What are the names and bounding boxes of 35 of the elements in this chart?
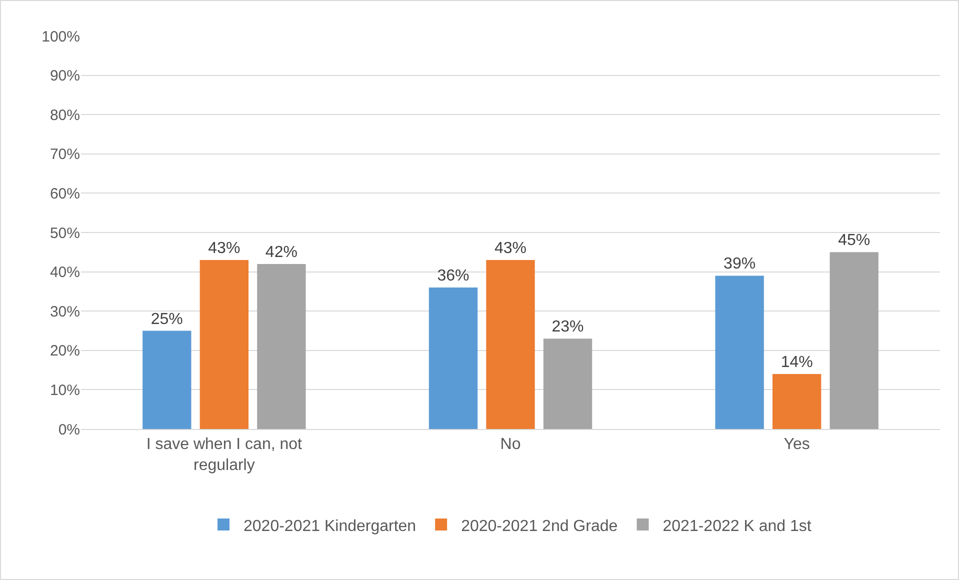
data-label: 43% — [494, 240, 527, 258]
data-label: 36% — [437, 268, 470, 285]
y-tick-label: 10% — [50, 382, 80, 399]
y-tick-label: 20% — [50, 342, 80, 360]
bar — [772, 374, 822, 429]
y-tick-label: 70% — [50, 146, 80, 164]
data-label: 42% — [265, 244, 298, 261]
x-tick-label: I save when I can, not regularly — [146, 436, 303, 474]
y-tick-label: 80% — [50, 106, 80, 124]
data-label: 45% — [838, 232, 870, 250]
legend-label: 2021-2022 K and 1st — [662, 518, 812, 535]
y-tick-label: 60% — [50, 185, 80, 202]
legend-label: 2020-2021 2nd Grade — [461, 518, 618, 535]
bar — [715, 276, 764, 429]
y-tick-label: 90% — [50, 68, 80, 85]
bar — [428, 288, 478, 429]
legend-label: 2020-2021 Kindergarten — [244, 518, 416, 535]
bar — [257, 264, 306, 429]
bar — [142, 330, 192, 429]
data-label: 14% — [780, 354, 813, 371]
data-label: 25% — [150, 310, 183, 328]
bar — [830, 252, 878, 429]
y-tick-label: 0% — [58, 421, 80, 438]
data-label: 23% — [552, 318, 584, 336]
y-tick-label: 50% — [50, 224, 80, 242]
x-tick-label: Yes — [784, 436, 810, 454]
bar — [543, 338, 592, 429]
y-tick-label: 30% — [50, 303, 80, 320]
bar — [486, 260, 535, 429]
data-label: 43% — [208, 240, 240, 258]
y-tick-label: 40% — [50, 264, 80, 282]
y-tick-label: 100% — [42, 28, 80, 46]
data-label: 39% — [724, 256, 756, 273]
x-tick-label: No — [500, 436, 521, 454]
bar — [200, 260, 249, 429]
